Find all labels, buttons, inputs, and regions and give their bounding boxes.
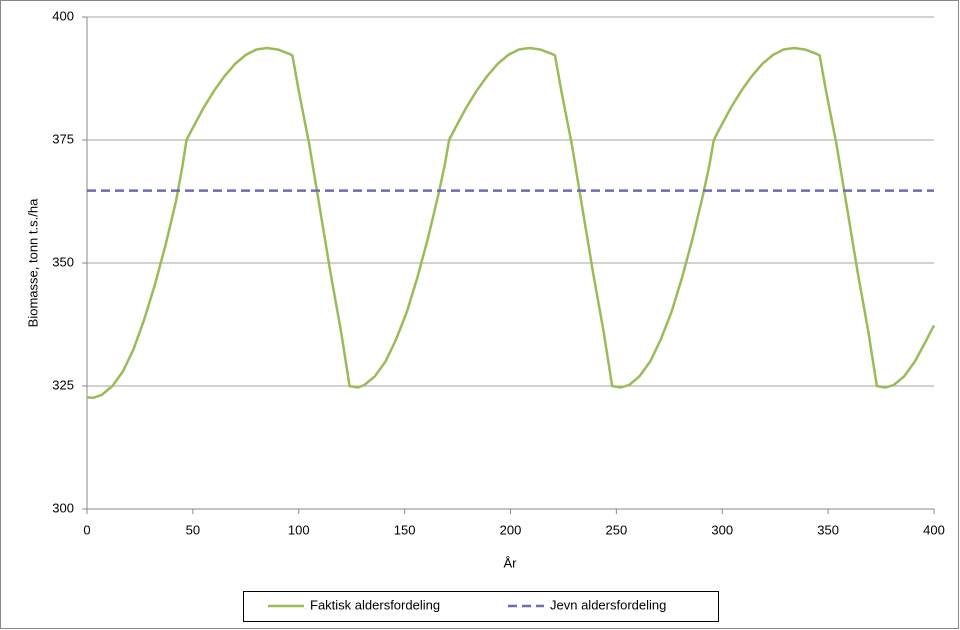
x-tick-label: 250 [606,522,628,537]
data-line [86,46,936,400]
y-tick-label: 375 [52,131,74,146]
y-tick-label: 325 [52,377,74,392]
x-tick-label: 400 [923,522,945,537]
y-axis-title: Biomasse, tonn t.s./ha [25,198,40,327]
y-tick-label: 300 [52,500,74,515]
x-tick-label: 350 [817,522,839,537]
x-tick-label: 150 [394,522,416,537]
legend-box [243,591,719,622]
x-axis-title: År [504,555,518,570]
x-tick-label: 300 [711,522,733,537]
y-tick-label: 350 [52,254,74,269]
x-tick-label: 100 [288,522,310,537]
x-tick-label: 50 [186,522,200,537]
x-tick-label: 0 [83,522,90,537]
y-tick-label: 400 [52,8,74,23]
legend-label: Faktisk aldersfordeling [310,597,440,612]
x-tick-label: 200 [500,522,522,537]
legend-label: Jevn aldersfordeling [550,597,666,612]
